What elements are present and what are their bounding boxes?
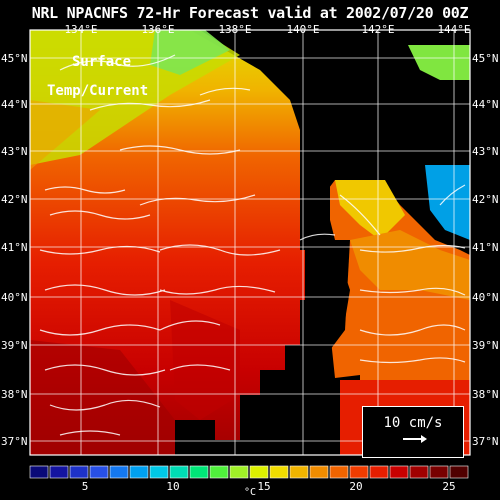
colorbar-swatch [69, 465, 89, 479]
colorbar-swatch [189, 465, 209, 479]
colorbar-swatch [229, 465, 249, 479]
colorbar-swatch [109, 465, 129, 479]
colorbar-ticks: 5 10 15 20 25 °C [82, 480, 456, 498]
caption-temp-current: Temp/Current [47, 83, 149, 99]
lat-label: 44°N [472, 98, 499, 111]
lat-label: 39°N [1, 339, 28, 352]
lat-label: 38°N [472, 388, 499, 401]
colorbar-swatch [249, 465, 269, 479]
colorbar-swatch [389, 465, 409, 479]
longitude-labels: 134°E 136°E 138°E 140°E 142°E 144°E [64, 23, 470, 36]
sea-of-japan-field [30, 30, 315, 455]
lat-label: 40°N [1, 291, 28, 304]
lon-label: 134°E [64, 23, 97, 36]
lat-label: 39°N [472, 339, 499, 352]
colorbar-unit: °C [244, 487, 256, 498]
colorbar-swatch [329, 465, 349, 479]
map-title: NRL NPACNFS 72-Hr Forecast valid at 2002… [31, 4, 469, 22]
colorbar-swatch [429, 465, 449, 479]
colorbar-swatch [149, 465, 169, 479]
lat-label: 37°N [472, 435, 499, 448]
lat-label: 41°N [472, 241, 499, 254]
lat-label: 42°N [472, 193, 499, 206]
map-grid [30, 30, 470, 455]
colorbar-swatch [409, 465, 429, 479]
vector-scale-legend: 10 cm/s [362, 406, 464, 458]
land-mask [245, 30, 402, 455]
lat-label: 37°N [1, 435, 28, 448]
latitude-labels-left: 45°N 44°N 43°N 42°N 41°N 40°N 39°N 38°N … [1, 52, 28, 448]
map-frame [29, 29, 471, 456]
lat-label: 45°N [1, 52, 28, 65]
colorbar-tick: 25 [442, 480, 455, 493]
colorbar-swatch [89, 465, 109, 479]
colorbar-swatch [349, 465, 369, 479]
colorbar-swatch [129, 465, 149, 479]
colorbar-swatch [309, 465, 329, 479]
colorbar-swatch [289, 465, 309, 479]
lat-label: 38°N [1, 388, 28, 401]
lat-label: 43°N [472, 145, 499, 158]
lon-label: 138°E [218, 23, 251, 36]
colorbar-tick: 15 [257, 480, 270, 493]
vector-scale-arrow [403, 435, 427, 443]
latitude-labels-right: 45°N 44°N 43°N 42°N 41°N 40°N 39°N 38°N … [472, 52, 499, 448]
vector-scale-label: 10 cm/s [383, 415, 443, 431]
colorbar-swatch [269, 465, 289, 479]
colorbar-swatch [209, 465, 229, 479]
lon-label: 144°E [437, 23, 470, 36]
lat-label: 44°N [1, 98, 28, 111]
colorbar-swatch [369, 465, 389, 479]
lon-label: 140°E [286, 23, 319, 36]
colorbar-swatch [49, 465, 69, 479]
caption-surface: Surface [72, 54, 132, 70]
lat-label: 43°N [1, 145, 28, 158]
colorbar-swatch [169, 465, 189, 479]
colorbar-tick: 5 [82, 480, 89, 493]
colorbar-swatch [29, 465, 49, 479]
lat-label: 40°N [472, 291, 499, 304]
colorbar-tick: 10 [166, 480, 179, 493]
lat-label: 41°N [1, 241, 28, 254]
lat-label: 42°N [1, 193, 28, 206]
colorbar-swatch [449, 465, 469, 479]
lon-label: 142°E [361, 23, 394, 36]
lon-label: 136°E [141, 23, 174, 36]
temperature-colorbar [29, 465, 469, 479]
colorbar-tick: 20 [349, 480, 362, 493]
lat-label: 45°N [472, 52, 499, 65]
